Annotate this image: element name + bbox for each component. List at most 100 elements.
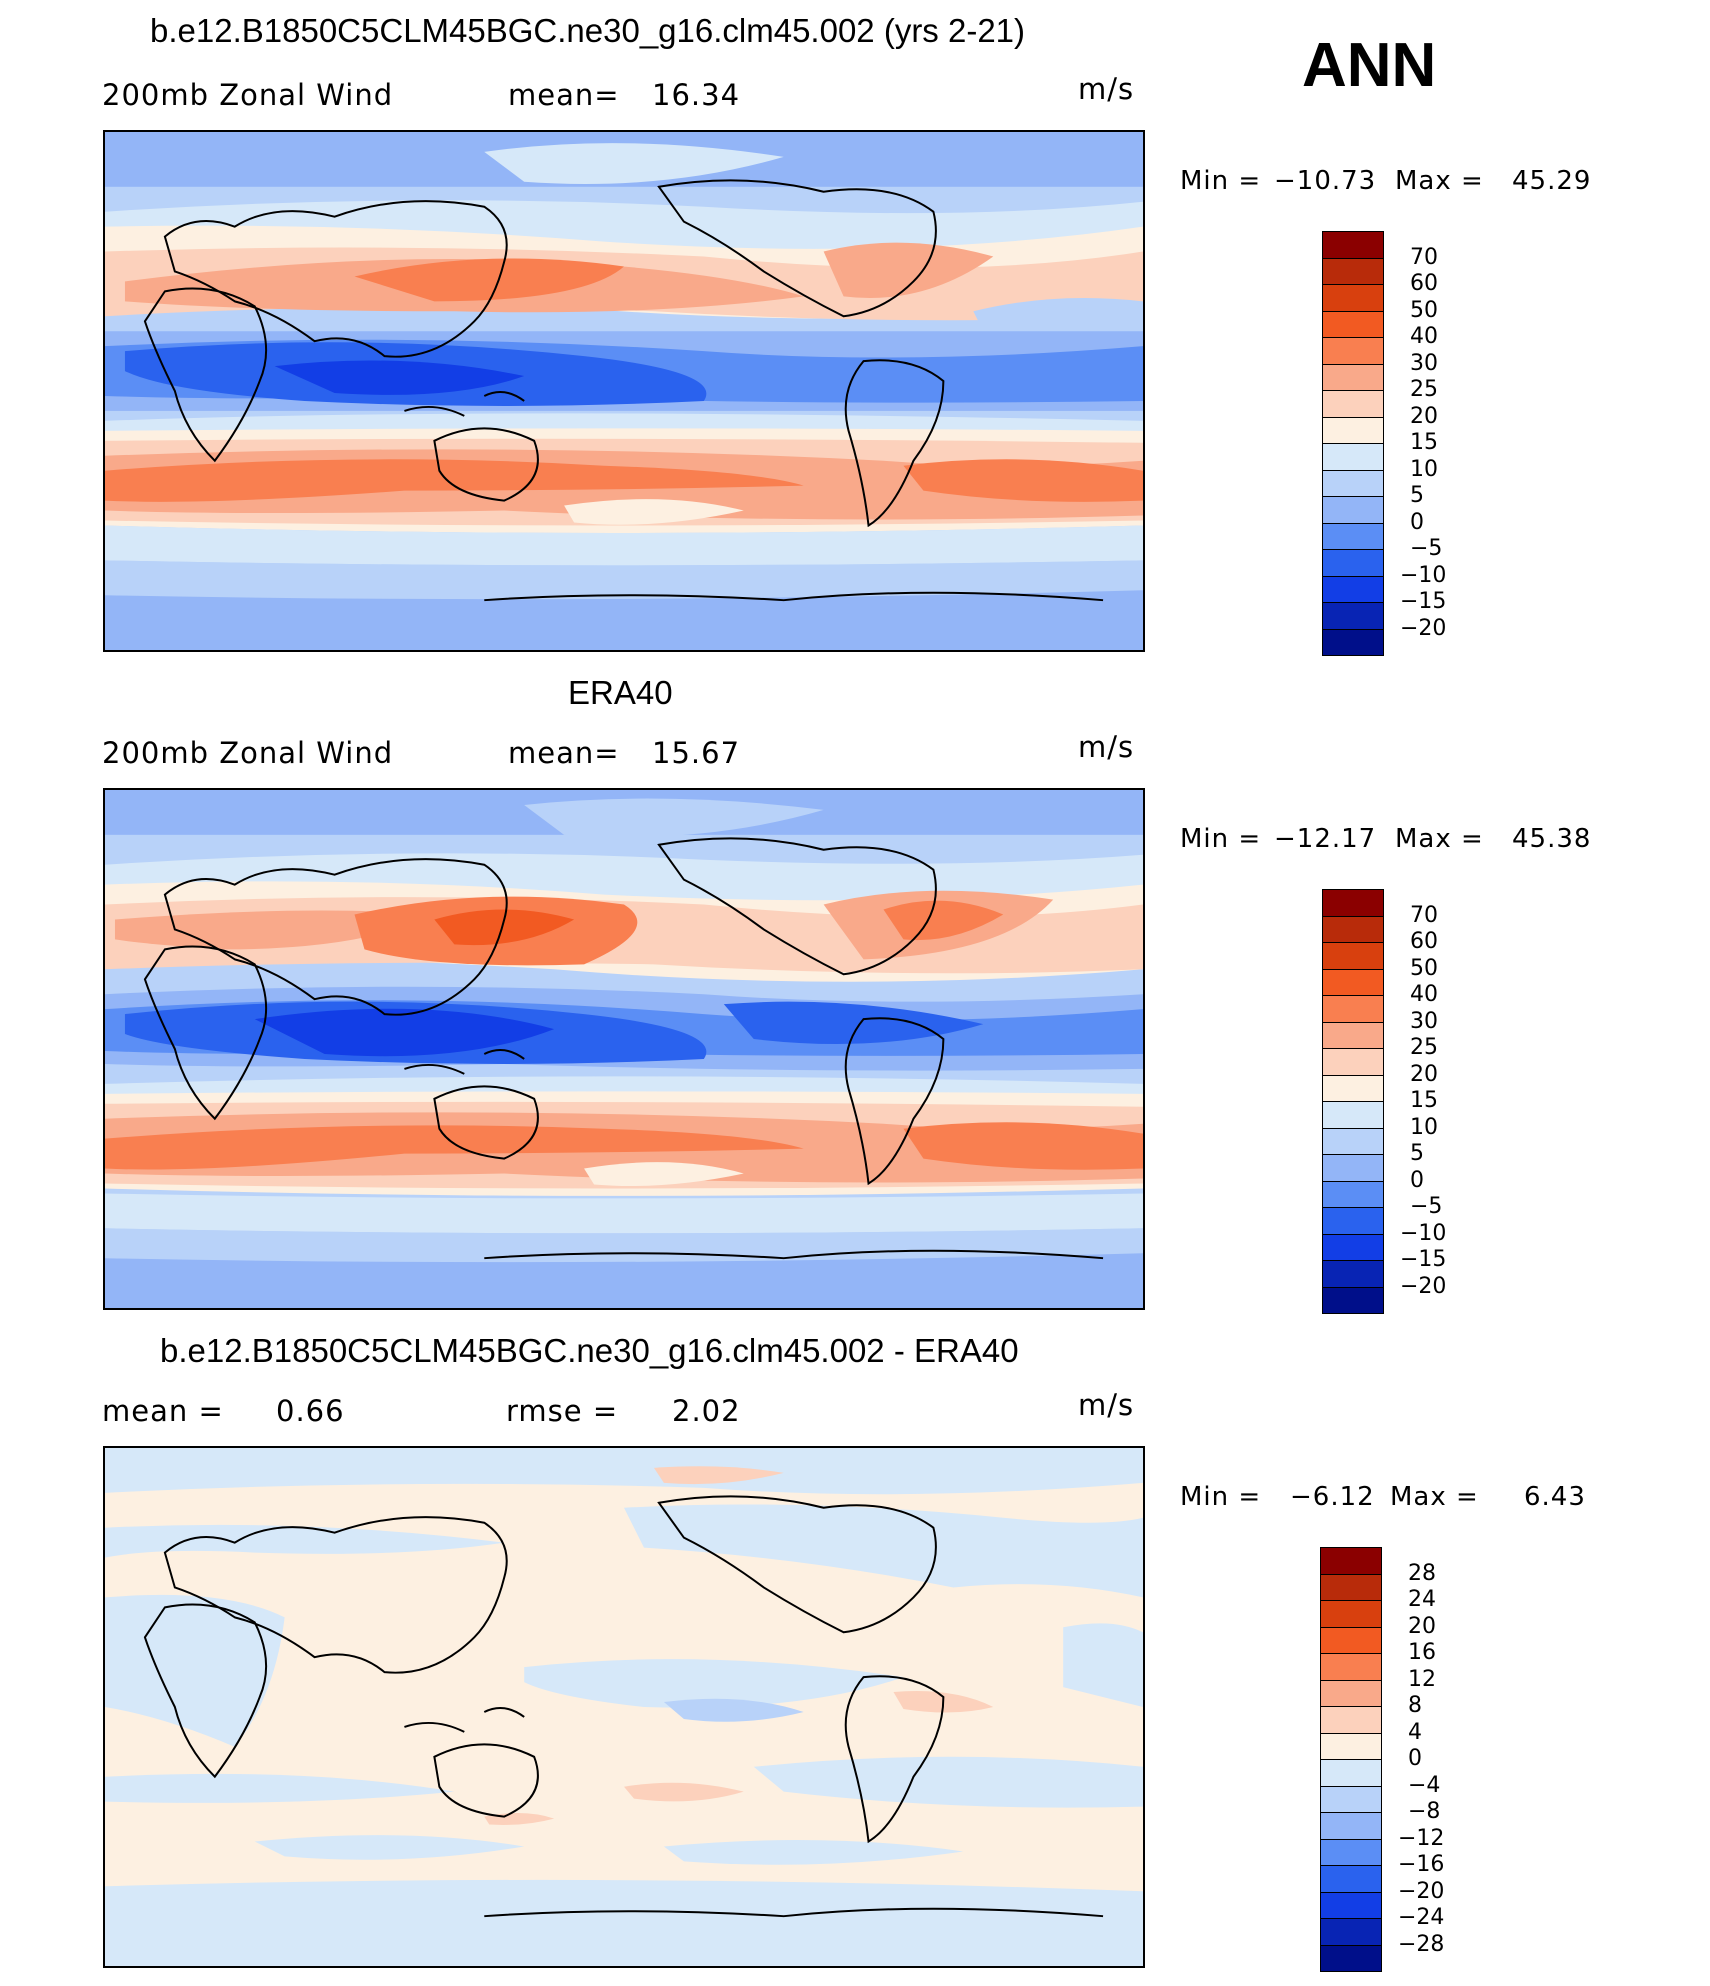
colorbar-level-label: −24 [1398, 1905, 1445, 1930]
colorbar-level-label: 25 [1410, 1035, 1438, 1060]
panel1-colorbar [1322, 231, 1386, 656]
panel2-max-value: 45.38 [1512, 824, 1592, 854]
colorbar-swatch [1322, 311, 1384, 338]
panel2-title: ERA40 [568, 674, 673, 711]
panel2-contour-field [105, 790, 1143, 1308]
panel3-mean-label: mean = [102, 1394, 224, 1428]
colorbar-level-label: 0 [1410, 1167, 1424, 1193]
colorbar-level-label: 5 [1410, 1141, 1424, 1166]
colorbar-swatch [1320, 1945, 1382, 1972]
colorbar-swatch [1320, 1601, 1382, 1628]
colorbar-swatch [1322, 417, 1384, 444]
colorbar-swatch [1320, 1627, 1382, 1654]
colorbar-level-label: 20 [1410, 1061, 1438, 1087]
colorbar-swatch [1322, 1128, 1384, 1155]
panel3-colorbar [1320, 1547, 1384, 1972]
colorbar-level-label: −12 [1398, 1825, 1445, 1851]
colorbar-swatch [1322, 497, 1384, 524]
colorbar-swatch [1320, 1919, 1382, 1946]
colorbar-level-label: −16 [1398, 1852, 1445, 1877]
colorbar-level-label: 20 [1410, 403, 1438, 429]
colorbar-swatch [1320, 1813, 1382, 1840]
colorbar-swatch [1322, 391, 1384, 418]
colorbar-level-label: −28 [1398, 1931, 1445, 1957]
colorbar-swatch [1322, 444, 1384, 471]
panel2-mean-label: mean= [508, 736, 620, 770]
colorbar-swatch [1322, 576, 1384, 603]
panel3-title: b.e12.B1850C5CLM45BGC.ne30_g16.clm45.002… [160, 1332, 1019, 1369]
colorbar-level-label: 30 [1410, 1008, 1438, 1034]
colorbar-swatch [1322, 916, 1384, 943]
colorbar-swatch [1320, 1892, 1382, 1919]
colorbar-swatch [1320, 1707, 1382, 1734]
colorbar-swatch [1322, 470, 1384, 497]
colorbar-level-label: 15 [1410, 1088, 1438, 1113]
colorbar-level-label: −10 [1400, 562, 1447, 588]
colorbar-swatch [1322, 1022, 1384, 1049]
panel3-contour-field [105, 1448, 1143, 1966]
colorbar-level-label: 4 [1408, 1719, 1422, 1745]
colorbar-level-label: 70 [1410, 244, 1438, 270]
colorbar-swatch [1322, 1155, 1384, 1182]
panel2-colorbar [1322, 889, 1386, 1314]
panel3-max-label: Max = [1390, 1482, 1479, 1512]
colorbar-swatch [1320, 1786, 1382, 1813]
colorbar-level-label: −15 [1400, 589, 1447, 614]
colorbar-level-label: 50 [1410, 955, 1438, 981]
panel3-min-label: Min = [1180, 1482, 1262, 1512]
colorbar-swatch [1322, 523, 1384, 550]
colorbar-swatch [1320, 1654, 1382, 1681]
panel1-mean-label: mean= [508, 78, 620, 112]
colorbar-level-label: −10 [1400, 1220, 1447, 1246]
colorbar-swatch [1322, 338, 1384, 365]
panel3-mean-value: 0.66 [276, 1394, 345, 1428]
colorbar-level-label: 0 [1410, 509, 1424, 535]
colorbar-level-label: −15 [1400, 1247, 1447, 1272]
panel3-rmse-value: 2.02 [672, 1394, 741, 1428]
colorbar-level-label: 8 [1408, 1693, 1422, 1718]
panel3-min-value: −6.12 [1290, 1482, 1375, 1512]
colorbar-level-label: 28 [1408, 1560, 1436, 1586]
colorbar-swatch [1322, 258, 1384, 285]
panel1-units: m/s [1078, 72, 1135, 106]
colorbar-level-label: 25 [1410, 377, 1438, 402]
panel2-min-value: −12.17 [1274, 824, 1377, 854]
panel1-map [103, 130, 1145, 652]
colorbar-level-label: −20 [1400, 615, 1447, 641]
colorbar-swatch [1320, 1680, 1382, 1707]
colorbar-level-label: 5 [1410, 483, 1424, 508]
colorbar-level-label: 24 [1408, 1587, 1436, 1612]
panel2-map [103, 788, 1145, 1310]
colorbar-swatch [1322, 1049, 1384, 1076]
colorbar-swatch [1320, 1839, 1382, 1866]
colorbar-level-label: 60 [1410, 929, 1438, 954]
panel1-title: b.e12.B1850C5CLM45BGC.ne30_g16.clm45.002… [150, 12, 1026, 49]
panel2-variable-label: 200mb Zonal Wind [102, 736, 394, 770]
panel1-min-value: −10.73 [1274, 166, 1377, 196]
colorbar-level-label: 10 [1410, 456, 1438, 482]
colorbar-level-label: 10 [1410, 1114, 1438, 1140]
colorbar-swatch [1322, 364, 1384, 391]
colorbar-level-label: −5 [1410, 1194, 1443, 1219]
colorbar-swatch [1322, 1287, 1384, 1314]
colorbar-swatch [1320, 1547, 1382, 1575]
colorbar-level-label: 70 [1410, 902, 1438, 928]
colorbar-swatch [1322, 1208, 1384, 1235]
colorbar-swatch [1322, 996, 1384, 1023]
panel2-max-label: Max = [1395, 824, 1484, 854]
colorbar-level-label: 30 [1410, 350, 1438, 376]
colorbar-level-label: −5 [1410, 536, 1443, 561]
colorbar-level-label: 40 [1410, 982, 1438, 1007]
panel1-min-label: Min = [1180, 166, 1262, 196]
colorbar-swatch [1322, 1261, 1384, 1288]
colorbar-swatch [1322, 285, 1384, 312]
colorbar-level-label: 50 [1410, 297, 1438, 323]
colorbar-level-label: 20 [1408, 1613, 1436, 1639]
panel3-units: m/s [1078, 1388, 1135, 1422]
panel3-max-value: 6.43 [1524, 1482, 1586, 1512]
colorbar-swatch [1322, 1234, 1384, 1261]
colorbar-swatch [1322, 943, 1384, 970]
colorbar-level-label: −4 [1408, 1772, 1441, 1798]
panel1-max-label: Max = [1395, 166, 1484, 196]
panel1-max-value: 45.29 [1512, 166, 1592, 196]
